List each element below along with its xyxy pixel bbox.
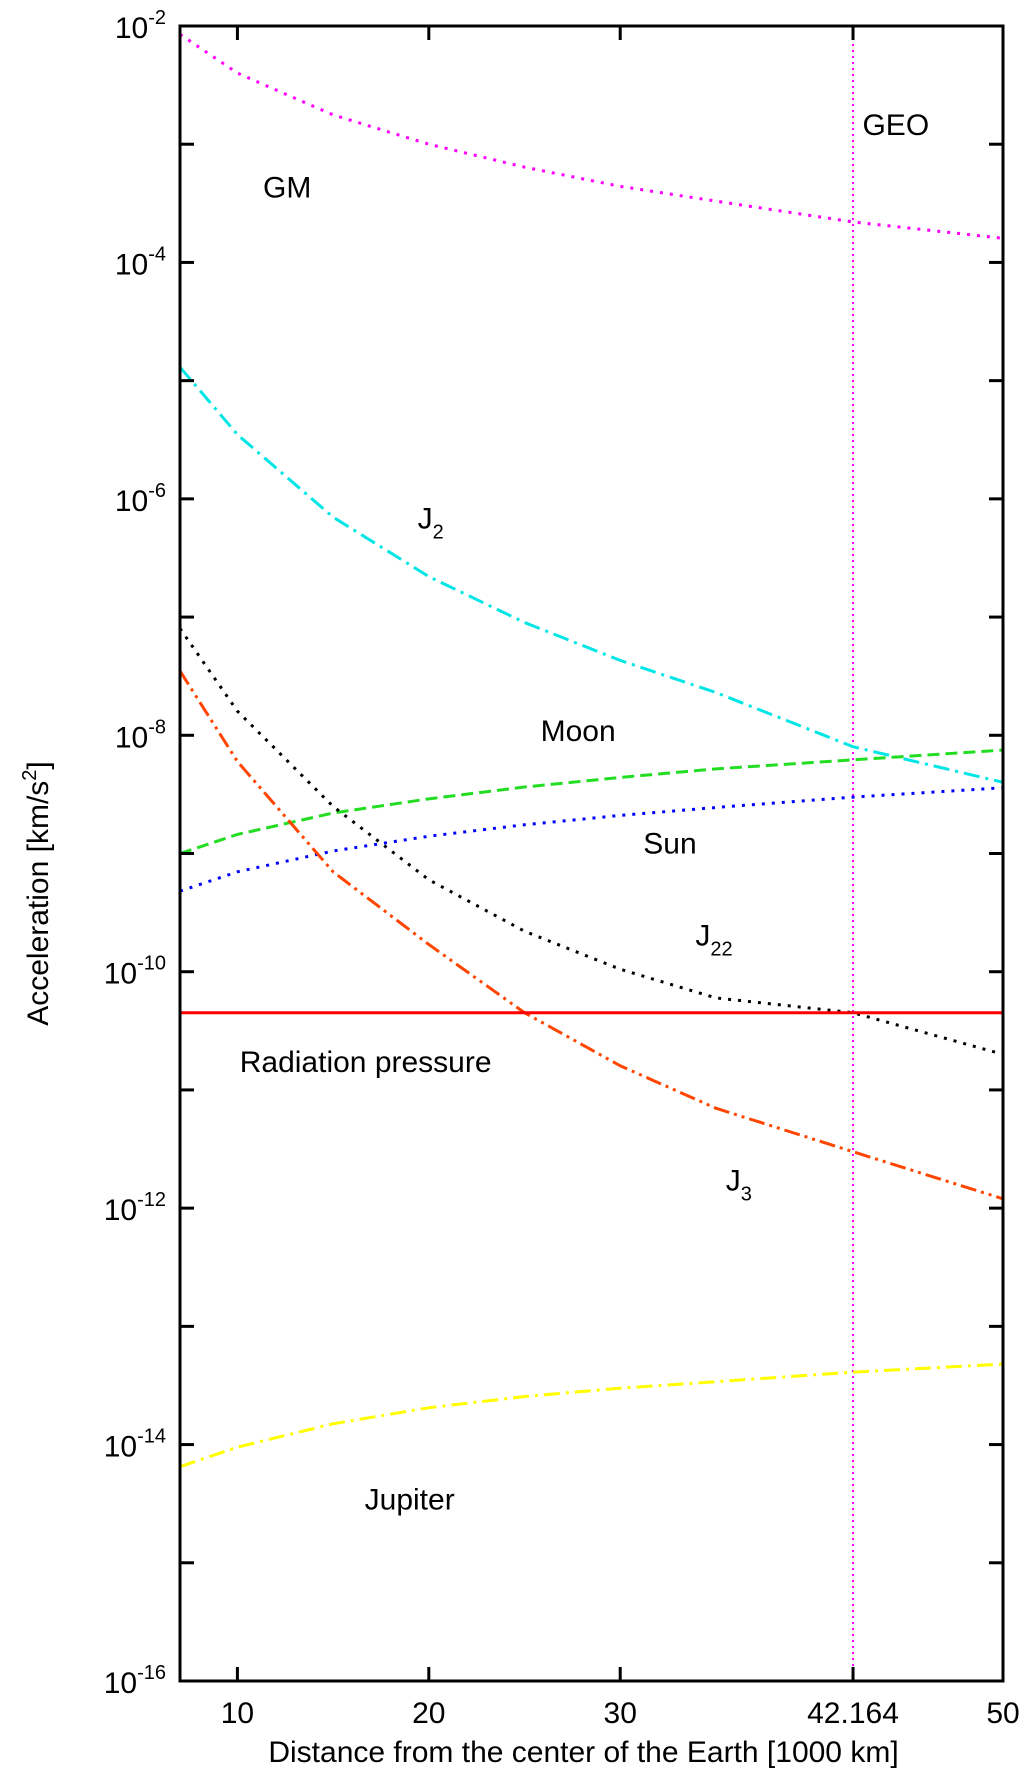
y-tick-label: 10-4 xyxy=(115,243,166,281)
y-axis-title-main: Acceleration [km/s xyxy=(22,781,55,1026)
y-tick-label: 10-12 xyxy=(104,1189,166,1227)
y-tick-label: 10-16 xyxy=(104,1662,166,1700)
y-tick-base: 10 xyxy=(115,721,148,754)
y-tick-exponent: -2 xyxy=(148,7,166,29)
y-tick-exponent: -4 xyxy=(148,243,166,265)
annotation-j22-subscript: 22 xyxy=(710,939,732,961)
x-tick-label: 50 xyxy=(986,1697,1019,1730)
annotation-j3: J3 xyxy=(726,1164,752,1205)
annotation-gm-text: GM xyxy=(263,171,311,204)
y-tick-label: 10-2 xyxy=(115,7,166,45)
y-tick-base: 10 xyxy=(104,1667,137,1700)
annotation-jupiter-text: Jupiter xyxy=(365,1484,455,1517)
y-axis-title: Acceleration [km/s2] xyxy=(19,761,55,1026)
annotation-j22: J22 xyxy=(695,920,732,961)
series-layer xyxy=(178,26,1004,1681)
annotation-sun: Sun xyxy=(643,828,696,861)
annotation-j2-text: J xyxy=(418,502,433,535)
series-j22-line xyxy=(178,627,1004,1056)
series-j2-line xyxy=(178,366,1004,784)
series-moon-line xyxy=(179,748,1004,855)
annotation-rp-text: Radiation pressure xyxy=(240,1046,492,1079)
y-axis-title-superscript: 2 xyxy=(19,770,41,781)
y-tick-base: 10 xyxy=(104,958,137,991)
annotation-geo-text: GEO xyxy=(862,109,929,142)
y-tick-exponent: -8 xyxy=(148,716,166,738)
series-sun-line xyxy=(179,786,1004,893)
y-tick-base: 10 xyxy=(115,485,148,518)
annotation-sun-text: Sun xyxy=(643,828,696,861)
annotation-j3-subscript: 3 xyxy=(741,1183,752,1205)
y-tick-label: 10-14 xyxy=(104,1426,166,1464)
y-tick-label: 10-8 xyxy=(115,716,166,754)
annotation-j3-text: J xyxy=(726,1164,741,1197)
x-tick-label: 30 xyxy=(604,1697,637,1730)
x-tick-label: 42.164 xyxy=(807,1697,899,1730)
annotation-j2-subscript: 2 xyxy=(433,521,444,543)
series-gm-line xyxy=(179,33,1004,240)
y-tick-base: 10 xyxy=(115,12,148,45)
y-tick-base: 10 xyxy=(104,1431,137,1464)
annotation-jupiter: Jupiter xyxy=(365,1484,455,1517)
y-axis-title-end: ] xyxy=(22,761,55,769)
annotation-moon-text: Moon xyxy=(541,715,616,748)
y-tick-exponent: -10 xyxy=(137,953,166,975)
y-tick-exponent: -16 xyxy=(137,1662,166,1684)
y-tick-base: 10 xyxy=(104,1194,137,1227)
y-tick-exponent: -6 xyxy=(148,480,166,502)
annotation-moon: Moon xyxy=(541,715,616,748)
y-tick-label: 10-10 xyxy=(104,953,166,991)
y-tick-exponent: -12 xyxy=(137,1189,166,1211)
series-jupiter-line xyxy=(179,1362,1004,1469)
annotation-gm: GM xyxy=(263,171,311,204)
series-j3-line xyxy=(178,670,1004,1201)
annotation-geo: GEO xyxy=(862,109,929,142)
y-tick-exponent: -14 xyxy=(137,1426,166,1448)
axes-layer xyxy=(178,24,1005,1683)
plot-frame xyxy=(178,24,1005,1683)
annotation-j2: J2 xyxy=(418,502,444,543)
annotation-j22-text: J xyxy=(695,920,710,953)
x-tick-label: 10 xyxy=(221,1697,254,1730)
x-tick-label: 20 xyxy=(412,1697,445,1730)
x-axis-title: Distance from the center of the Earth [1… xyxy=(268,1736,898,1769)
y-tick-base: 10 xyxy=(115,248,148,281)
y-tick-label: 10-6 xyxy=(115,480,166,518)
annotation-rp: Radiation pressure xyxy=(240,1046,492,1079)
